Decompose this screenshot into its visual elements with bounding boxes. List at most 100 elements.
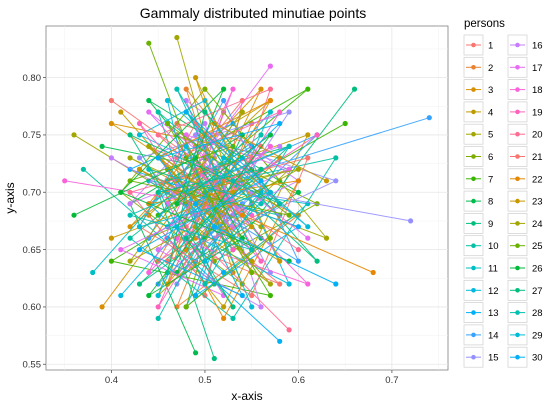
legend-key-point (515, 65, 520, 70)
data-point (156, 109, 161, 114)
legend-item-11: 11 (464, 258, 498, 278)
legend-key-point (471, 221, 476, 226)
legend-item-10: 10 (464, 236, 499, 256)
data-point (230, 304, 235, 309)
data-point (109, 155, 114, 160)
data-point (268, 293, 273, 298)
data-point (305, 132, 310, 137)
data-point (184, 304, 189, 309)
legend-item-9: 9 (464, 213, 493, 233)
data-point (71, 213, 76, 218)
data-point (296, 178, 301, 183)
legend-key-point (471, 177, 476, 182)
data-point (268, 281, 273, 286)
data-point (277, 109, 282, 114)
legend-item-4: 4 (464, 102, 493, 122)
legend-key-point (515, 221, 520, 226)
data-point (146, 109, 151, 114)
legend-item-19: 19 (508, 102, 543, 122)
data-point (81, 167, 86, 172)
data-point (128, 213, 133, 218)
legend-label: 21 (532, 152, 543, 163)
x-tick-label: 0.5 (198, 375, 211, 386)
legend-key-point (515, 154, 520, 159)
legend-label: 7 (488, 174, 493, 185)
data-point (230, 247, 235, 252)
legend-label: 24 (532, 219, 543, 230)
chart-title: Gammaly distributed minutiae points (140, 5, 366, 21)
legend-key-point (515, 310, 520, 315)
data-point (165, 121, 170, 126)
x-tick-label: 0.4 (105, 375, 118, 386)
data-point (128, 190, 133, 195)
legend-label: 28 (532, 308, 543, 319)
legend-key-point (515, 87, 520, 92)
x-axis-ticks: 0.4 0.5 0.6 0.7 (105, 370, 399, 386)
data-point (277, 259, 282, 264)
legend-item-3: 3 (464, 80, 493, 100)
legend-key-point (515, 43, 520, 48)
data-point (258, 304, 263, 309)
data-point (221, 87, 226, 92)
data-point (202, 87, 207, 92)
legend-item-12: 12 (464, 280, 499, 300)
legend-item-20: 20 (508, 124, 543, 144)
data-point (296, 247, 301, 252)
data-point (193, 350, 198, 355)
data-point (277, 121, 282, 126)
data-point (287, 327, 292, 332)
data-point (268, 98, 273, 103)
legend-label: 15 (488, 353, 499, 364)
data-point (249, 247, 254, 252)
data-point (408, 218, 413, 223)
legend-key-point (515, 243, 520, 248)
data-point (193, 201, 198, 206)
data-point (258, 167, 263, 172)
legend-item-7: 7 (464, 169, 493, 189)
data-point (305, 155, 310, 160)
data-point (109, 259, 114, 264)
legend-label: 14 (488, 330, 499, 341)
data-point (258, 87, 263, 92)
data-point (249, 270, 254, 275)
data-point (230, 316, 235, 321)
data-point (212, 224, 217, 229)
y-tick-label: 0.65 (23, 245, 42, 256)
legend-item-23: 23 (508, 191, 543, 211)
legend-key-point (471, 288, 476, 293)
legend-label: 30 (532, 353, 543, 364)
legend-item-24: 24 (508, 213, 543, 233)
legend-label: 16 (532, 41, 543, 52)
data-point (137, 224, 142, 229)
legend: persons 12345678910111213141516171819202… (464, 18, 543, 367)
data-point (277, 144, 282, 149)
data-point (156, 304, 161, 309)
legend-item-13: 13 (464, 303, 499, 323)
legend-item-14: 14 (464, 325, 499, 345)
data-point (212, 356, 217, 361)
data-point (268, 190, 273, 195)
data-point (156, 316, 161, 321)
data-point (240, 109, 245, 114)
y-axis-title: y-axis (3, 182, 17, 213)
data-point (174, 35, 179, 40)
legend-label: 5 (488, 130, 493, 141)
data-point (268, 236, 273, 241)
data-point (296, 259, 301, 264)
data-point (128, 259, 133, 264)
legend-item-16: 16 (508, 35, 543, 55)
legend-item-25: 25 (508, 236, 543, 256)
legend-label: 22 (532, 174, 543, 185)
legend-key-point (471, 243, 476, 248)
legend-label: 10 (488, 241, 499, 252)
x-axis-title: x-axis (231, 389, 262, 403)
data-point (184, 144, 189, 149)
data-point (100, 304, 105, 309)
data-point (137, 132, 142, 137)
legend-label: 18 (532, 85, 543, 96)
data-point (128, 236, 133, 241)
data-point (221, 304, 226, 309)
data-point (296, 224, 301, 229)
legend-key-point (515, 132, 520, 137)
data-point (202, 259, 207, 264)
